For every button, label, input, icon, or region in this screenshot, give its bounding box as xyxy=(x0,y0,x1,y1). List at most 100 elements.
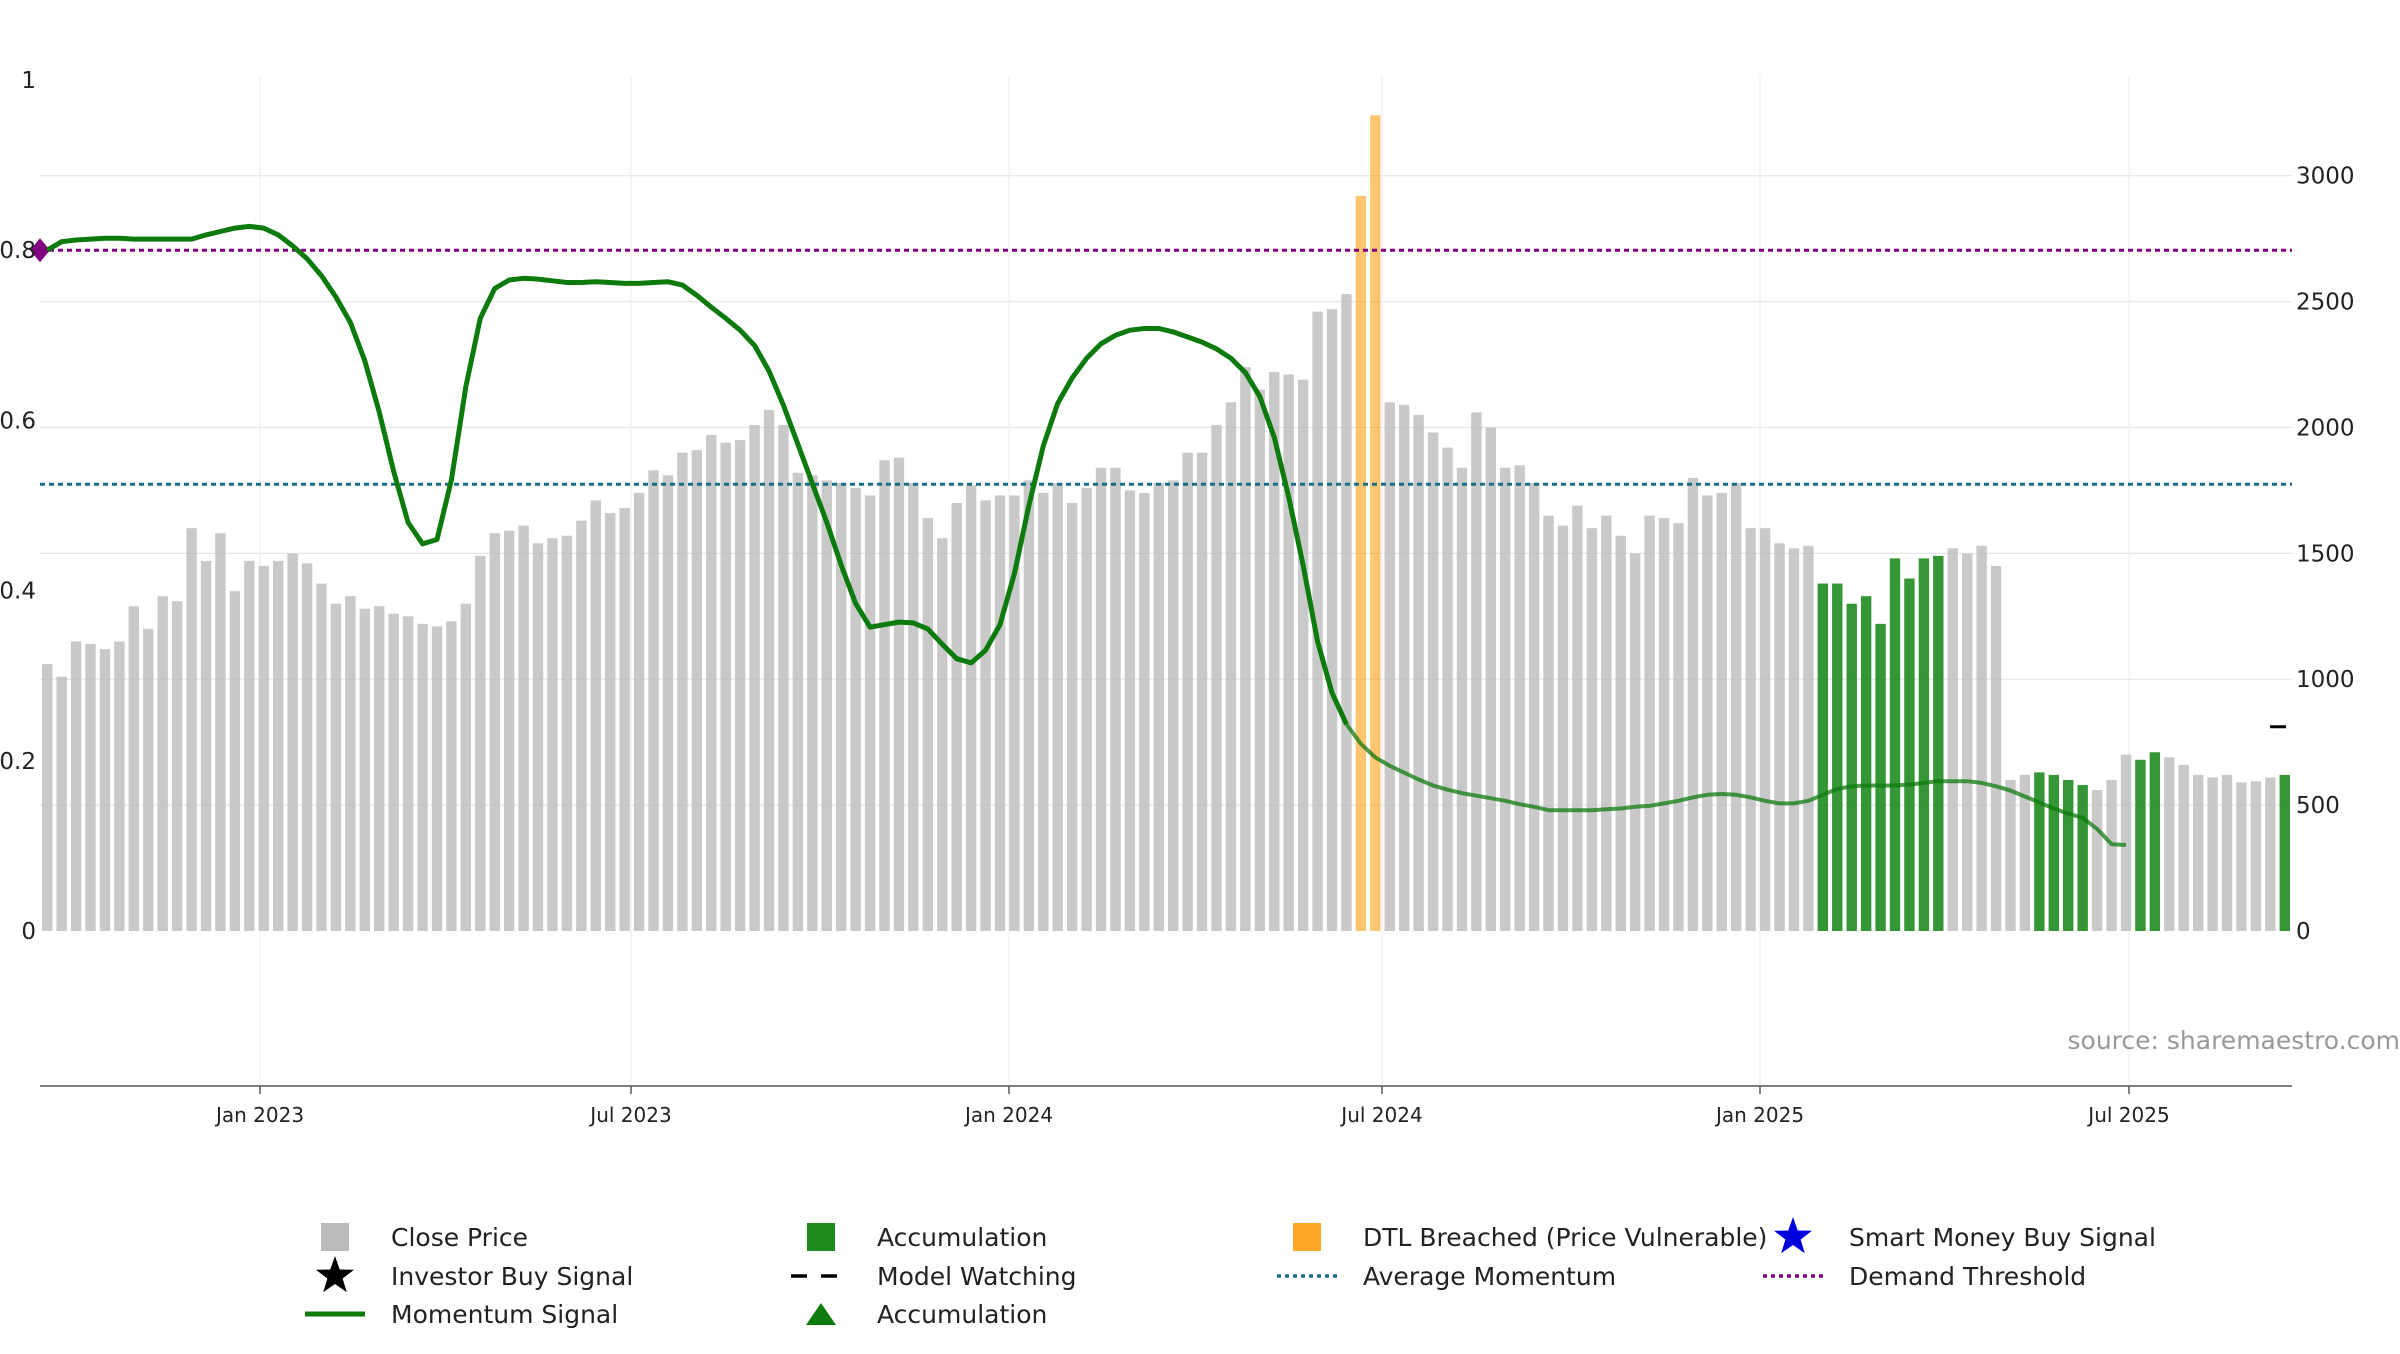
legend-label: Close Price xyxy=(391,1223,528,1252)
right-axis-tick-label: 0 xyxy=(2296,919,2311,945)
left-axis-tick-label: 0 xyxy=(21,919,36,945)
close-price-bar xyxy=(42,664,52,931)
x-tick-label: Jan 2023 xyxy=(214,1103,304,1127)
close-price-bar xyxy=(244,561,254,931)
close-price-bar xyxy=(634,493,644,931)
legend: Close Price Accumulation DTL Breached (Pri… xyxy=(305,1217,2156,1329)
accumulation-bar xyxy=(2063,780,2073,931)
legend-star-icon xyxy=(1774,1217,1812,1253)
x-tick-label: Jul 2024 xyxy=(1339,1103,1422,1127)
close-price-bar xyxy=(1182,453,1192,931)
close-price-bar xyxy=(2179,765,2189,931)
close-price-bar xyxy=(2265,777,2275,931)
close-price-bar xyxy=(2106,780,2116,931)
close-price-bar xyxy=(316,584,326,931)
close-price-bar xyxy=(908,483,918,931)
close-price-bar xyxy=(1601,516,1611,931)
close-price-bar xyxy=(1428,433,1438,931)
close-price-bar xyxy=(923,518,933,931)
legend-item: Investor Buy Signal xyxy=(316,1256,633,1292)
legend-item: DTL Breached (Price Vulnerable) xyxy=(1293,1223,1767,1252)
close-price-bar xyxy=(1514,465,1524,931)
close-price-bar xyxy=(1038,493,1048,931)
legend-label: Momentum Signal xyxy=(391,1300,618,1329)
close-price-bar xyxy=(1168,480,1178,931)
close-price-bar xyxy=(1803,546,1813,931)
close-price-bar xyxy=(619,508,629,931)
close-price-bar xyxy=(2222,775,2232,931)
close-price-bar xyxy=(201,561,211,931)
close-price-bar xyxy=(1731,483,1741,931)
close-price-bar xyxy=(793,473,803,931)
close-price-bar xyxy=(1024,480,1034,931)
close-price-bar xyxy=(1139,493,1149,931)
x-tick-label: Jul 2025 xyxy=(2086,1103,2169,1127)
close-price-bar xyxy=(360,609,370,931)
close-price-bar xyxy=(2092,790,2102,931)
close-price-bar xyxy=(1486,427,1496,931)
close-price-bar xyxy=(1745,528,1755,931)
accumulation-bar xyxy=(1904,579,1914,931)
close-price-bar xyxy=(432,626,442,931)
close-price-bar xyxy=(533,543,543,931)
legend-item: Accumulation xyxy=(807,1223,1047,1252)
legend-item: Momentum Signal xyxy=(305,1300,618,1329)
close-price-bar xyxy=(576,521,586,931)
reference-lines xyxy=(30,238,2292,484)
close-price-bar xyxy=(980,500,990,931)
close-price-bar xyxy=(1572,506,1582,931)
close-price-bar xyxy=(995,495,1005,931)
close-price-bar xyxy=(2193,775,2203,931)
close-price-bar xyxy=(1096,468,1106,931)
close-price-bar xyxy=(1659,518,1669,931)
close-price-bar xyxy=(417,624,427,931)
close-price-bar xyxy=(331,604,341,931)
close-price-bar xyxy=(778,425,788,931)
close-price-bar xyxy=(1341,294,1351,931)
close-price-bar xyxy=(1255,390,1265,931)
close-price-bar xyxy=(114,641,124,931)
close-price-bar xyxy=(1991,566,2001,931)
close-price-bar xyxy=(1298,380,1308,931)
close-price-bar xyxy=(822,480,832,931)
left-axis-tick-label: 0.2 xyxy=(0,749,36,775)
close-price-bar xyxy=(259,566,269,931)
close-price-bar xyxy=(1702,495,1712,931)
close-price-bar xyxy=(158,596,168,931)
accumulation-bar xyxy=(1861,596,1871,931)
close-price-bar xyxy=(966,485,976,931)
legend-label: Investor Buy Signal xyxy=(391,1262,633,1291)
close-price-bar xyxy=(894,458,904,931)
close-price-bar xyxy=(215,533,225,931)
close-price-bar xyxy=(1053,483,1063,931)
left-axis-tick-label: 0.6 xyxy=(0,408,36,434)
right-axis-tick-label: 1000 xyxy=(2296,667,2355,693)
legend-item: Close Price xyxy=(321,1223,528,1252)
close-price-bar xyxy=(735,440,745,931)
close-price-bar xyxy=(749,425,759,931)
close-price-bar xyxy=(1284,375,1294,931)
accumulation-bar xyxy=(2150,752,2160,931)
close-price-bar xyxy=(287,553,297,931)
close-price-bar xyxy=(721,443,731,931)
accumulation-bar xyxy=(2049,775,2059,931)
legend-square-swatch xyxy=(807,1223,835,1251)
accumulation-bar xyxy=(2034,772,2044,931)
left-axis-tick-label: 1 xyxy=(21,68,36,94)
close-price-bar xyxy=(1948,548,1958,931)
legend-square-swatch xyxy=(321,1223,349,1251)
legend-item: Smart Money Buy Signal xyxy=(1774,1217,2156,1253)
close-price-bar xyxy=(1630,553,1640,931)
legend-label: Model Watching xyxy=(877,1262,1077,1291)
close-price-bar xyxy=(1125,490,1135,931)
close-price-bar xyxy=(71,641,81,931)
x-tick-label: Jan 2024 xyxy=(963,1103,1053,1127)
close-price-bar xyxy=(1110,468,1120,931)
right-axis-tick-label: 3000 xyxy=(2296,164,2355,190)
close-price-bar xyxy=(1457,468,1467,931)
close-price-bar xyxy=(1226,402,1236,931)
accumulation-bar xyxy=(1890,558,1900,931)
legend-square-swatch xyxy=(1293,1223,1321,1251)
source-label: source: sharemaestro.com xyxy=(2068,1026,2400,1055)
close-price-bar xyxy=(1500,468,1510,931)
